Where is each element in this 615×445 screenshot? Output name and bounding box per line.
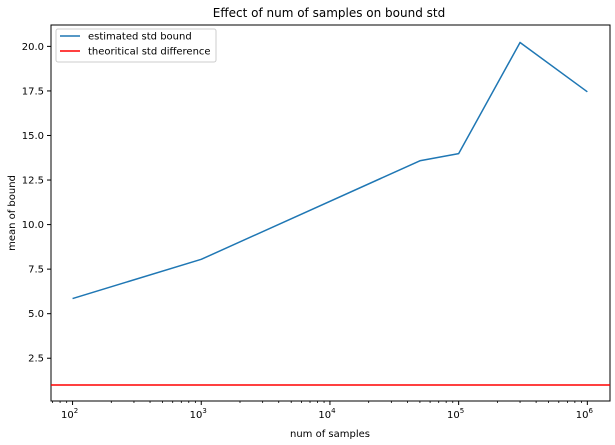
y-axis: 2.5 5.0 7.5 10.0 12.5 15.0 17.5 20.0 (22, 42, 51, 365)
x-tick-exponent: 6 (588, 407, 593, 415)
x-tick-exponent: 2 (74, 407, 78, 415)
plot-area (50, 24, 611, 402)
x-axis-label: num of samples (290, 429, 370, 440)
legend-box (55, 28, 217, 63)
series-line-estimated-std-bound (72, 41, 588, 300)
legend-label-theoritical: theoritical std difference (88, 47, 211, 58)
x-tick-exponent: 4 (331, 407, 336, 415)
legend: estimated std bound theoritical std diff… (55, 28, 217, 63)
y-tick-label: 15.0 (22, 131, 44, 142)
axes-frame (50, 24, 611, 402)
y-tick-label: 5.0 (28, 309, 44, 320)
x-tick-exponent: 3 (202, 407, 206, 415)
series-layer (51, 41, 610, 386)
y-tick-label: 12.5 (22, 176, 44, 187)
y-tick-label: 17.5 (22, 86, 44, 97)
legend-label-estimated: estimated std bound (88, 32, 192, 43)
y-tick-label: 10.0 (22, 220, 44, 231)
chart-title: Effect of num of samples on bound std (213, 6, 445, 20)
y-tick-label: 2.5 (28, 354, 44, 365)
y-tick-label: 7.5 (28, 265, 44, 276)
y-axis-label: mean of bound (7, 175, 18, 251)
y-tick-label: 20.0 (22, 42, 44, 53)
x-tick-exponent: 5 (460, 407, 464, 415)
